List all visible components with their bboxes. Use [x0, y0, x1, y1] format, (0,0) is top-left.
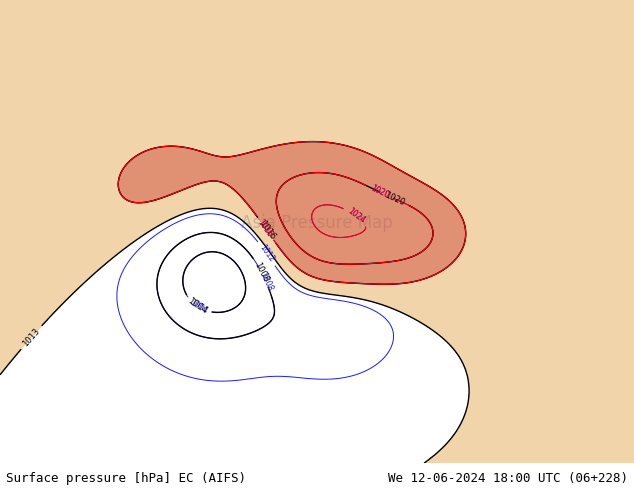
Text: 1016: 1016 — [256, 218, 275, 239]
Text: 1016: 1016 — [256, 218, 275, 239]
Text: 1013: 1013 — [21, 326, 42, 348]
Text: 1012: 1012 — [257, 243, 276, 264]
Text: 1008: 1008 — [252, 261, 270, 284]
Text: 1004: 1004 — [186, 296, 209, 316]
Text: 1016: 1016 — [257, 219, 276, 242]
Text: Asia Pressure Map: Asia Pressure Map — [241, 214, 393, 231]
Text: Surface pressure [hPa] EC (AIFS): Surface pressure [hPa] EC (AIFS) — [6, 472, 247, 485]
Text: 1024: 1024 — [346, 207, 366, 225]
Text: 1004: 1004 — [188, 298, 209, 316]
Text: 1020: 1020 — [369, 184, 390, 200]
Text: 1020: 1020 — [383, 190, 406, 207]
Text: 1024: 1024 — [346, 207, 366, 225]
Text: 1020: 1020 — [369, 184, 390, 200]
Text: We 12-06-2024 18:00 UTC (06+228): We 12-06-2024 18:00 UTC (06+228) — [387, 472, 628, 485]
Text: 1008: 1008 — [258, 271, 274, 292]
